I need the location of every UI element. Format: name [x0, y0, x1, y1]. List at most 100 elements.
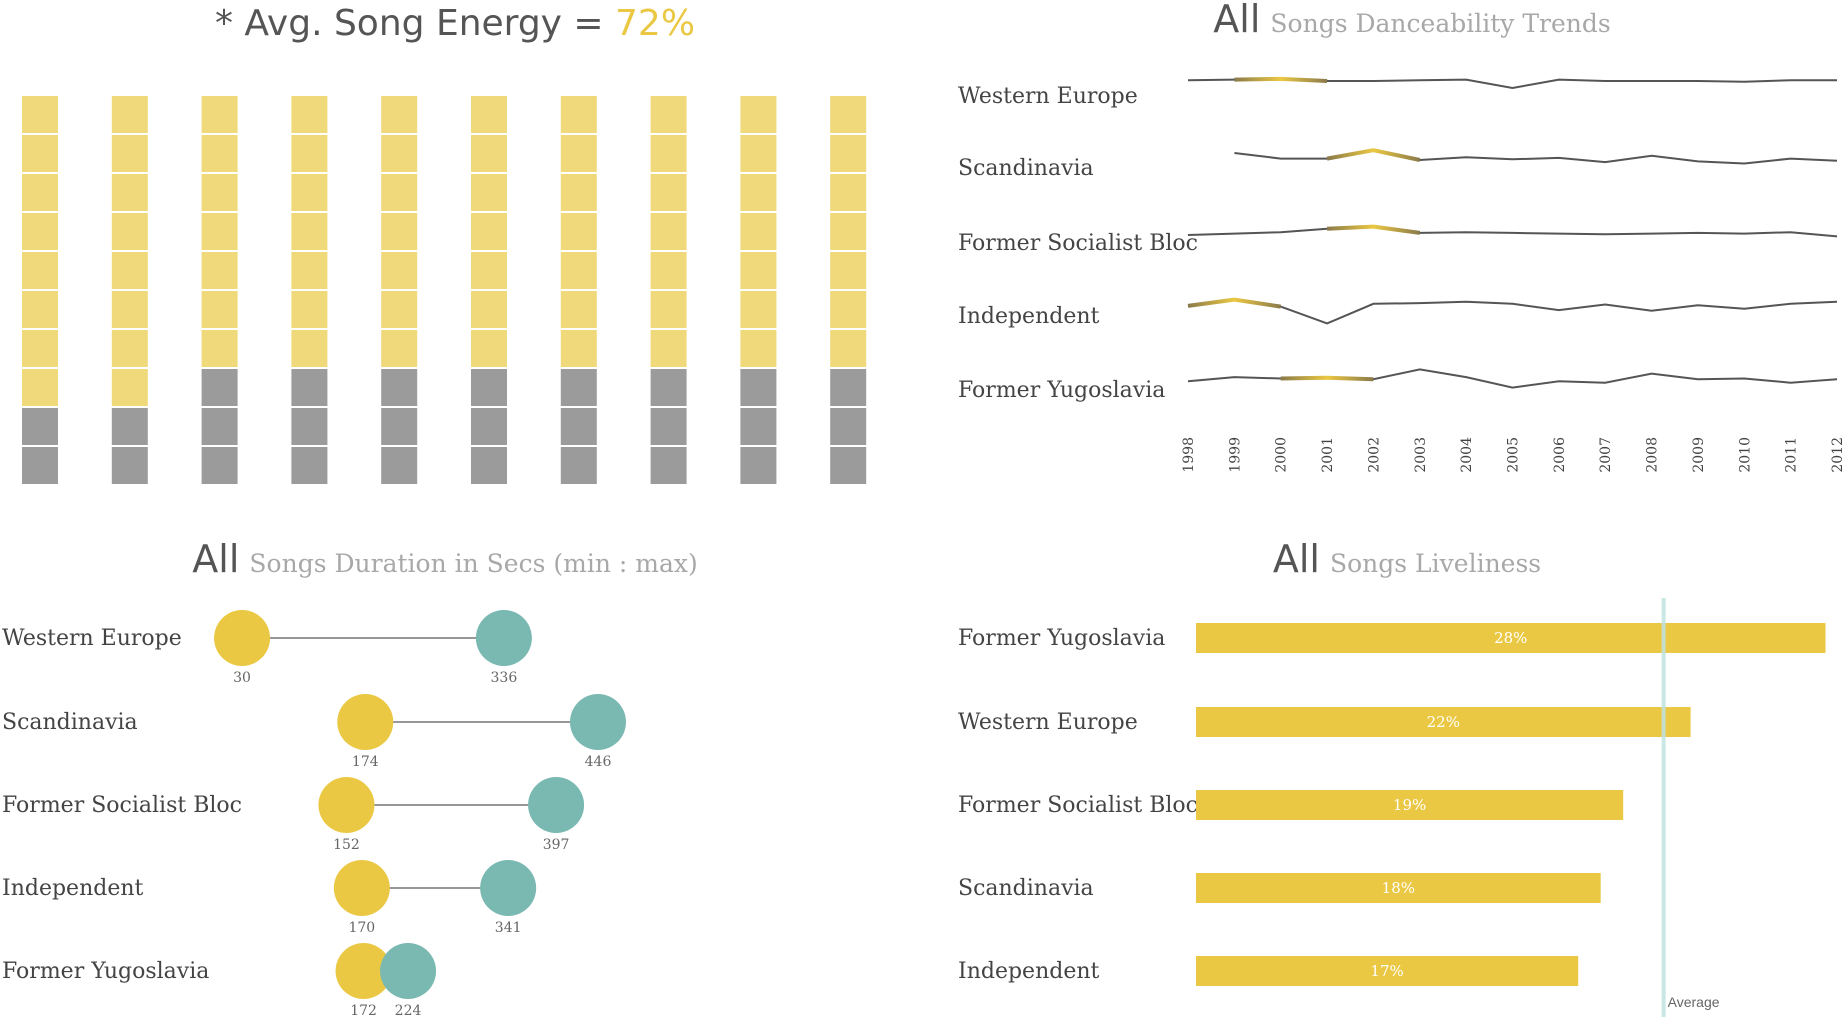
- duration-dumbbell: Western Europe 30 336 Scandinavia 174 446 Form…: [2, 610, 626, 1017]
- danceability-title: All Songs Danceability Trends: [1213, 0, 1610, 41]
- duration-title: All Songs Duration in Secs (min : max): [192, 537, 697, 581]
- waffle-cell: [291, 252, 328, 289]
- waffle-cell: [560, 330, 597, 367]
- waffle-cell: [201, 174, 238, 211]
- waffle-cell: [560, 174, 597, 211]
- waffle-cell: [22, 408, 58, 445]
- x-tick-label: 2012: [1830, 437, 1845, 473]
- waffle-cell: [740, 330, 777, 367]
- waffle-cell: [22, 96, 58, 133]
- waffle-cell: [111, 252, 148, 289]
- waffle-cell: [381, 174, 418, 211]
- waffle-cell: [291, 174, 328, 211]
- waffle-cell: [111, 174, 148, 211]
- waffle-cell: [291, 369, 328, 406]
- waffle-cell: [201, 408, 238, 445]
- waffle-cell: [291, 330, 328, 367]
- danceability-sparklines: Western Europe Scandinavia Former Socialis…: [958, 76, 1845, 473]
- waffle-cell: [740, 291, 777, 328]
- dumbbell-row-label: Independent: [2, 876, 144, 901]
- waffle-cell: [830, 174, 867, 211]
- waffle-cell: [111, 213, 148, 250]
- bar-row-label: Former Socialist Bloc: [958, 793, 1198, 818]
- waffle-cell: [560, 291, 597, 328]
- waffle-cell: [471, 330, 507, 367]
- waffle-cell: [381, 135, 418, 172]
- waffle-cell: [22, 369, 58, 406]
- dumbbell-min-label: 174: [352, 754, 379, 770]
- sparkline-row-label: Former Yugoslavia: [958, 378, 1165, 403]
- waffle-cell: [291, 408, 328, 445]
- sparkline-line: [1187, 298, 1838, 325]
- dumbbell-max-dot: [380, 943, 437, 999]
- waffle-cell: [111, 291, 148, 328]
- waffle-cell: [471, 408, 507, 445]
- waffle-cell: [471, 96, 507, 133]
- waffle-cell: [201, 447, 238, 484]
- waffle-cell: [381, 96, 418, 133]
- waffle-cell: [111, 135, 148, 172]
- waffle-cell: [22, 252, 58, 289]
- waffle-cell: [381, 447, 418, 484]
- danceability-title-main: All: [1213, 0, 1260, 41]
- waffle-cell: [201, 369, 238, 406]
- waffle-cell: [22, 291, 58, 328]
- danceability-title-sub: Songs Danceability Trends: [1270, 9, 1610, 38]
- x-tick-label: 2008: [1645, 437, 1661, 473]
- waffle-cell: [830, 213, 867, 250]
- dumbbell-min-label: 172: [350, 1003, 377, 1017]
- sparkline-row-label: Former Socialist Bloc: [958, 231, 1198, 256]
- waffle-cell: [381, 213, 418, 250]
- sparkline-row-label: Independent: [958, 304, 1100, 329]
- dumbbell-min-dot: [318, 777, 375, 833]
- sparkline-line: [1234, 149, 1838, 165]
- dumbbell-max-dot: [475, 610, 532, 666]
- liveliness-title-sub: Songs Liveliness: [1330, 549, 1541, 578]
- waffle-cell: [381, 330, 418, 367]
- waffle-cell: [471, 252, 507, 289]
- waffle-cell: [650, 174, 687, 211]
- waffle-cell: [22, 135, 58, 172]
- bar-row-label: Western Europe: [958, 710, 1138, 735]
- duration-title-sub: Songs Duration in Secs (min : max): [249, 549, 697, 578]
- x-tick-label: 2004: [1459, 437, 1475, 473]
- waffle-cell: [650, 135, 687, 172]
- dumbbell-row-label: Scandinavia: [2, 710, 138, 735]
- waffle-cell: [740, 447, 777, 484]
- x-tick-label: 2006: [1552, 437, 1568, 473]
- waffle-cell: [650, 252, 687, 289]
- dumbbell-min-dot: [214, 610, 271, 666]
- dumbbell-min-label: 152: [333, 837, 360, 853]
- waffle-cell: [740, 408, 777, 445]
- energy-title: * Avg. Song Energy = 72%: [215, 3, 695, 44]
- waffle-cell: [471, 369, 507, 406]
- dumbbell-min-label: 170: [348, 920, 375, 936]
- sparkline-peak-highlight: [1280, 375, 1374, 382]
- average-label: Average: [1668, 994, 1720, 1010]
- dumbbell-min-dot: [337, 694, 394, 750]
- x-tick-label: 2002: [1366, 437, 1382, 473]
- waffle-cell: [830, 291, 867, 328]
- dumbbell-max-dot: [528, 777, 585, 833]
- waffle-cell: [471, 291, 507, 328]
- waffle-cell: [560, 96, 597, 133]
- waffle-cell: [830, 252, 867, 289]
- dumbbell-row-label: Western Europe: [2, 626, 182, 651]
- dumbbell-row-label: Former Socialist Bloc: [2, 793, 242, 818]
- waffle-cell: [111, 447, 148, 484]
- bar-value-label: 28%: [1494, 629, 1527, 647]
- dumbbell-max-label: 397: [543, 837, 570, 853]
- waffle-cell: [830, 330, 867, 367]
- waffle-cell: [650, 213, 687, 250]
- energy-waffle: [22, 96, 867, 484]
- waffle-cell: [740, 96, 777, 133]
- dumbbell-min-dot: [335, 943, 392, 999]
- waffle-cell: [650, 96, 687, 133]
- waffle-cell: [650, 291, 687, 328]
- x-tick-label: 2000: [1274, 437, 1290, 473]
- waffle-cell: [22, 447, 58, 484]
- dumbbell-max-label: 446: [585, 754, 612, 770]
- waffle-cell: [740, 135, 777, 172]
- bar-value-label: 19%: [1393, 796, 1426, 814]
